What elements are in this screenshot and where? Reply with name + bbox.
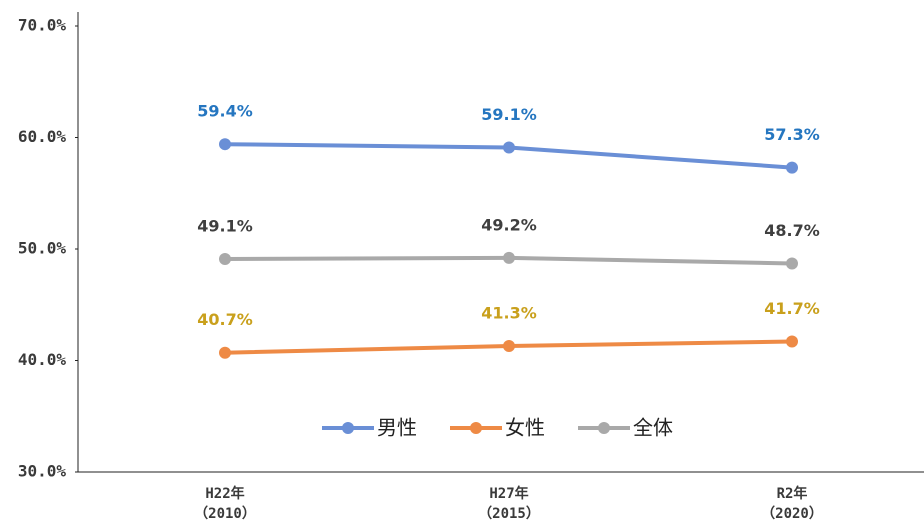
value-label: 57.3% <box>764 125 820 144</box>
value-label: 59.4% <box>197 102 253 121</box>
value-label: 41.7% <box>764 299 820 318</box>
legend-label: 男性 <box>377 416 417 440</box>
point <box>503 251 515 264</box>
x-tick-label: H22年 （2010） <box>194 486 256 522</box>
y-tick-label: 60.0% <box>18 127 67 146</box>
value-label: 48.7% <box>764 221 820 240</box>
point <box>786 161 798 174</box>
point <box>503 141 515 154</box>
legend-marker <box>470 422 482 434</box>
legend-label: 全体 <box>633 416 673 440</box>
point <box>503 340 515 353</box>
point <box>786 335 798 348</box>
value-label: 49.1% <box>197 217 253 236</box>
value-label: 41.3% <box>481 304 537 323</box>
y-tick-label: 40.0% <box>18 350 67 369</box>
point <box>219 253 231 266</box>
point <box>786 257 798 270</box>
x-tick-label: R2年 （2020） <box>761 486 823 522</box>
legend-marker <box>342 422 354 434</box>
value-label: 40.7% <box>197 310 253 329</box>
value-label: 49.2% <box>481 215 537 234</box>
legend-marker <box>598 422 610 434</box>
y-tick-label: 30.0% <box>18 462 67 481</box>
point <box>219 138 231 151</box>
point <box>219 346 231 359</box>
legend-label: 女性 <box>505 416 545 440</box>
y-tick-label: 70.0% <box>18 16 67 35</box>
x-tick-label: H27年 （2015） <box>478 486 540 522</box>
y-tick-label: 50.0% <box>18 239 67 258</box>
value-label: 59.1% <box>481 105 537 124</box>
